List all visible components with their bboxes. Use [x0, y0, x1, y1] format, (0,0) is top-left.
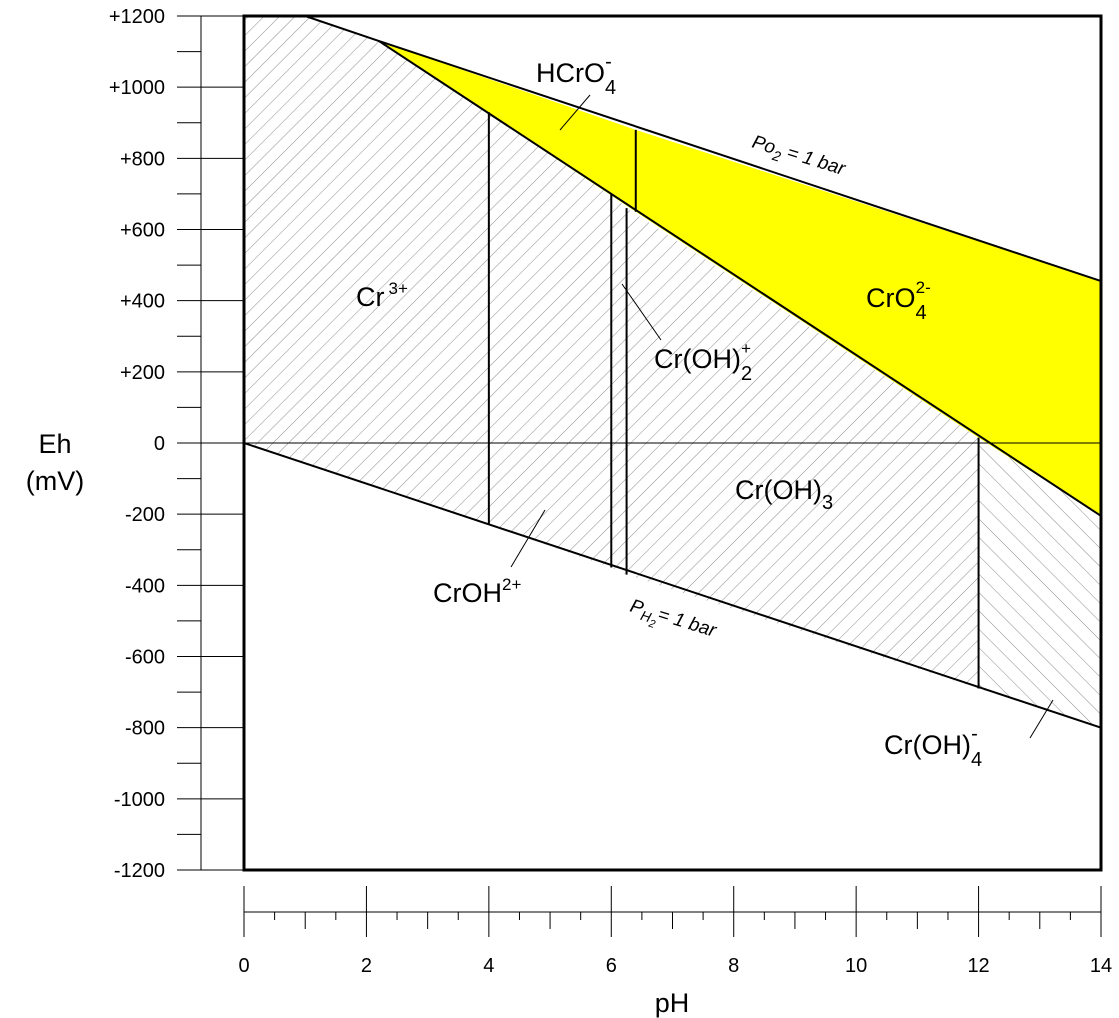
y-tick-label: +800 — [120, 148, 165, 170]
x-tick-label: 4 — [483, 955, 494, 977]
y-axis-unit: (mV) — [26, 466, 84, 496]
x-tick-label: 8 — [728, 955, 739, 977]
field-cr3 — [244, 16, 489, 525]
x-tick-label: 14 — [1090, 955, 1112, 977]
x-tick-label: 12 — [967, 955, 989, 977]
y-tick-label: +1000 — [109, 77, 165, 99]
y-tick-label: +600 — [120, 220, 165, 242]
x-axis-title: pH — [655, 988, 690, 1018]
stability-fields — [244, 16, 1101, 728]
field-croh2 — [488, 112, 612, 568]
y-tick-label: +1200 — [109, 6, 165, 28]
field-croh2plus — [611, 193, 627, 575]
x-tick-label: 10 — [845, 955, 867, 977]
y-tick-label: -200 — [125, 504, 165, 526]
y-tick-label: +200 — [120, 362, 165, 384]
y-tick-label: +400 — [120, 291, 165, 313]
x-axis: 0 2 4 6 8 10 12 14 — [238, 886, 1112, 977]
y-axis: +1200 +1000 +800 +600 +400 +200 0 -200 -400 -600 -… — [109, 6, 244, 882]
x-tick-label: 0 — [238, 955, 249, 977]
label-croh2plus: Cr(OH)2+ — [654, 339, 752, 385]
boundary-lines — [244, 16, 1101, 729]
field-croh4 — [978, 437, 1101, 728]
x-tick-label: 6 — [606, 955, 617, 977]
y-tick-label: -600 — [125, 647, 165, 669]
y-tick-label: -1000 — [114, 789, 165, 811]
label-cr3: Cr 3+ — [356, 279, 408, 312]
leader-lines — [510, 94, 1054, 739]
label-ph2: PH2= 1 bar — [625, 596, 719, 649]
label-hcro4: HCrO4- — [536, 51, 616, 99]
y-tick-label: -400 — [125, 575, 165, 597]
label-croh2: CrOH2+ — [433, 575, 521, 608]
field-cro4 — [635, 129, 1101, 516]
y-tick-label: 0 — [154, 433, 165, 455]
field-croh3 — [626, 208, 979, 689]
label-cro4: CrO42- — [866, 278, 931, 324]
label-croh3: Cr(OH)3 — [735, 475, 833, 514]
x-tick-label: 2 — [361, 955, 372, 977]
y-axis-title: Eh — [38, 429, 71, 459]
boundary-line-1 — [244, 442, 1101, 729]
y-tick-label: -800 — [125, 718, 165, 740]
boundary-line-2 — [378, 40, 1101, 517]
label-croh4: Cr(OH)4- — [884, 723, 982, 771]
y-tick-label: -1200 — [114, 860, 165, 882]
